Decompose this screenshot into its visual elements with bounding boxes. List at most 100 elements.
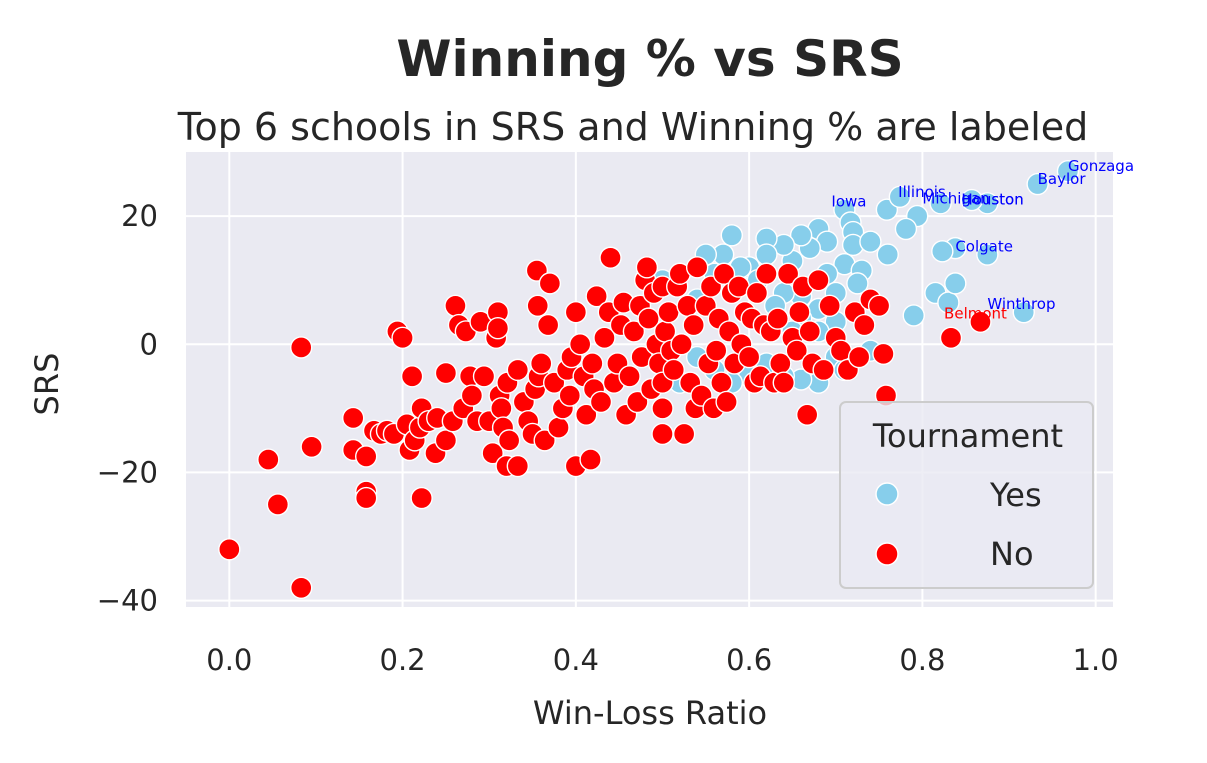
point-no bbox=[490, 397, 513, 420]
point-label: Illinois bbox=[898, 183, 946, 201]
point-no bbox=[481, 441, 504, 465]
data-points bbox=[218, 160, 1080, 599]
legend-marker-yes bbox=[875, 482, 899, 506]
point-no bbox=[290, 336, 313, 359]
point-no bbox=[755, 262, 778, 285]
point-no bbox=[622, 320, 646, 343]
point-no bbox=[536, 313, 560, 337]
legend-box bbox=[839, 401, 1094, 589]
point-no bbox=[772, 371, 795, 394]
point-yes bbox=[859, 230, 882, 253]
point-no bbox=[599, 246, 622, 269]
point-no bbox=[434, 361, 458, 385]
point-no bbox=[766, 307, 789, 330]
point-no bbox=[290, 576, 313, 599]
point-label: Colgate bbox=[955, 237, 1013, 255]
point-no bbox=[662, 358, 685, 382]
point-no bbox=[355, 445, 378, 468]
legend-label-yes: Yes bbox=[989, 476, 1042, 514]
point-no bbox=[564, 301, 588, 324]
y-tick-label: −40 bbox=[97, 584, 158, 618]
x-tick-label: 0.8 bbox=[899, 643, 945, 677]
point-no bbox=[538, 272, 562, 295]
point-no bbox=[506, 454, 530, 478]
point-no bbox=[410, 486, 433, 510]
point-no bbox=[682, 313, 705, 337]
point-no bbox=[872, 342, 895, 366]
point-no bbox=[867, 294, 891, 318]
point-no bbox=[637, 307, 660, 330]
x-tick-labels: 0.0 0.2 0.4 0.6 0.8 1.0 bbox=[206, 643, 1118, 677]
point-no bbox=[807, 268, 830, 292]
point-no bbox=[593, 326, 616, 350]
y-tick-labels: 20 0 −20 −40 bbox=[97, 199, 158, 618]
point-yes bbox=[931, 240, 954, 263]
point-yes bbox=[846, 272, 869, 295]
chart-title: Winning % vs SRS bbox=[396, 30, 903, 88]
point-no bbox=[812, 358, 835, 382]
point-label: Gonzaga bbox=[1068, 157, 1134, 175]
x-tick-label: 0.2 bbox=[380, 643, 426, 677]
point-label: Winthrop bbox=[987, 295, 1055, 313]
point-no bbox=[218, 538, 241, 561]
point-label: Baylor bbox=[1038, 170, 1087, 188]
point-no bbox=[776, 262, 800, 285]
point-no bbox=[589, 390, 613, 414]
point-label: Houston bbox=[961, 191, 1023, 209]
point-yes bbox=[1056, 160, 1080, 183]
point-no bbox=[847, 345, 871, 369]
point-no bbox=[672, 422, 696, 446]
point-no bbox=[581, 352, 604, 375]
point-no bbox=[715, 390, 738, 414]
point-label: Michigan bbox=[922, 189, 989, 207]
point-label: Belmont bbox=[944, 305, 1007, 323]
point-yes bbox=[929, 192, 952, 215]
legend-marker-no bbox=[875, 542, 899, 566]
point-no bbox=[635, 256, 659, 279]
point-no bbox=[434, 429, 458, 452]
point-yes bbox=[1012, 301, 1035, 324]
point-yes bbox=[894, 217, 918, 241]
point-no bbox=[460, 384, 484, 407]
point-no bbox=[626, 390, 649, 414]
legend-label-no: No bbox=[990, 535, 1034, 573]
y-axis-label: SRS bbox=[28, 353, 66, 416]
x-tick-label: 0.6 bbox=[726, 643, 772, 677]
point-no bbox=[342, 406, 365, 430]
point-no bbox=[939, 326, 963, 350]
y-tick-label: −20 bbox=[97, 455, 158, 489]
point-yes bbox=[888, 185, 912, 209]
point-no bbox=[798, 320, 821, 343]
point-yes bbox=[876, 243, 899, 266]
point-yes bbox=[944, 272, 967, 295]
point-yes bbox=[960, 188, 983, 212]
x-tick-label: 1.0 bbox=[1073, 643, 1119, 677]
point-no bbox=[547, 416, 570, 439]
legend: Tournament Yes No bbox=[839, 401, 1094, 589]
point-no bbox=[257, 448, 280, 471]
point-no bbox=[526, 294, 549, 318]
point-no bbox=[670, 333, 693, 356]
point-no bbox=[651, 422, 674, 446]
point-no bbox=[651, 397, 674, 420]
chart-subtitle: Top 6 schools in SRS and Winning % are l… bbox=[177, 105, 1089, 149]
point-yes bbox=[720, 224, 744, 247]
point-no bbox=[785, 339, 808, 362]
point-no bbox=[737, 345, 761, 369]
point-yes bbox=[1026, 172, 1049, 196]
point-no bbox=[575, 403, 598, 426]
point-no bbox=[969, 310, 992, 334]
point-no bbox=[712, 262, 736, 285]
point-no bbox=[497, 429, 521, 452]
x-axis-label: Win-Loss Ratio bbox=[533, 694, 767, 732]
point-no bbox=[530, 352, 553, 375]
point-no bbox=[486, 317, 510, 340]
point-no bbox=[300, 435, 323, 458]
point-no bbox=[618, 365, 641, 388]
y-tick-label: 20 bbox=[121, 199, 158, 233]
point-yes bbox=[902, 304, 925, 327]
point-no bbox=[579, 448, 602, 471]
point-no bbox=[568, 333, 592, 356]
